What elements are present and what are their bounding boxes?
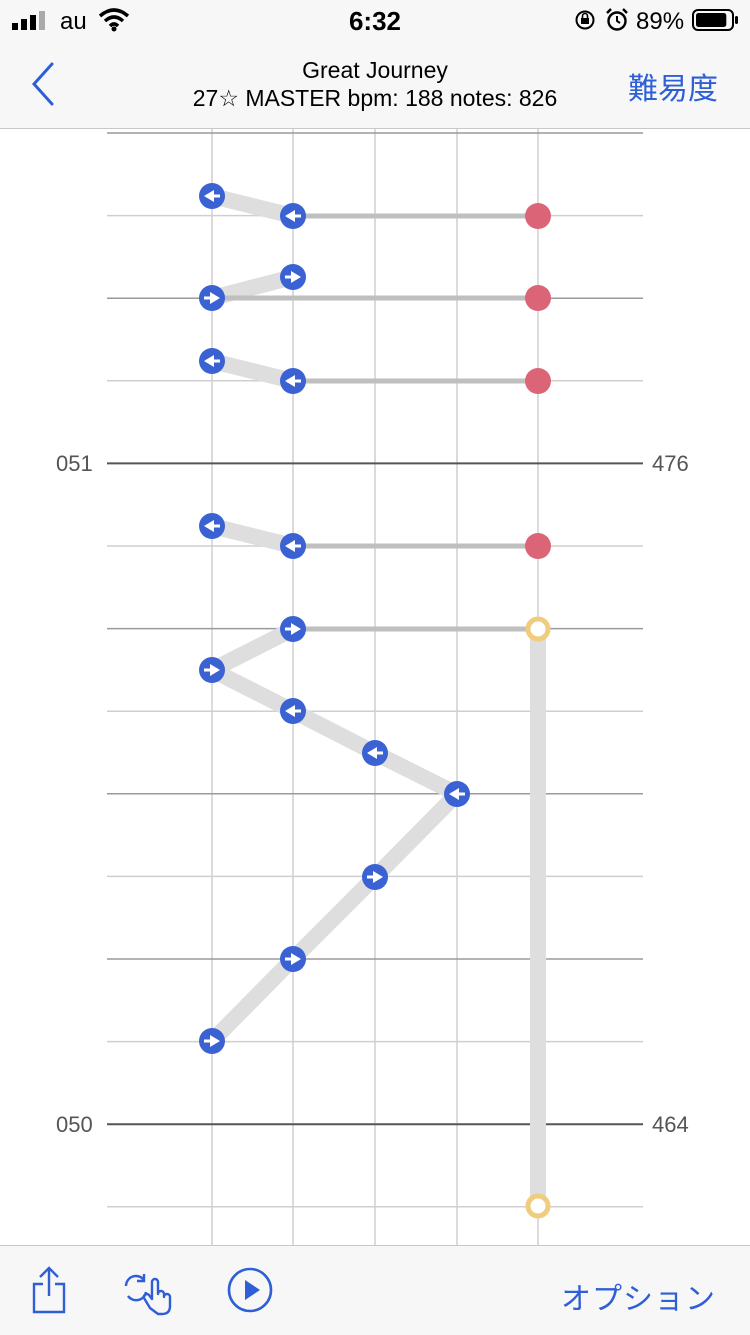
slide-trail (204, 188, 301, 224)
song-info: 27☆ MASTER bpm: 188 notes: 826 (192, 85, 558, 111)
red-note (525, 203, 551, 229)
measure-label-left-lower: 050 (56, 1112, 93, 1137)
chevron-left-icon (31, 62, 54, 106)
slide-trail (204, 621, 465, 1049)
red-note (525, 533, 551, 559)
signal-icon (12, 11, 45, 30)
yellow-ring-note (525, 1193, 551, 1219)
arrow-head (210, 664, 220, 676)
measure-label-left-upper: 051 (56, 451, 93, 476)
battery-percent: 89% (636, 8, 685, 35)
alarm-icon (606, 8, 628, 31)
wifi-icon (98, 8, 130, 32)
status-time: 6:32 (348, 6, 402, 36)
option-button[interactable]: オプション (561, 1283, 716, 1316)
note-chart[interactable]: 051 476 050 464 (0, 129, 750, 1245)
arrow-head (210, 1035, 220, 1047)
play-button[interactable] (226, 1266, 274, 1314)
arrow-head (204, 355, 214, 367)
arrow-head (204, 190, 214, 202)
share-button[interactable] (28, 1264, 70, 1316)
arrow-head (449, 788, 459, 800)
arrow-head (285, 540, 295, 552)
arrow-head (291, 953, 301, 965)
song-title: Great Journey (302, 57, 448, 83)
share-icon (32, 1266, 66, 1314)
arrow-head (204, 520, 214, 532)
slide-trail (204, 269, 301, 306)
arrow-head (285, 210, 295, 222)
arrow-head (285, 705, 295, 717)
measure-label-right-lower: 464 (652, 1112, 689, 1137)
gesture-hand-icon (124, 1274, 172, 1316)
difficulty-button[interactable]: 難易度 (628, 73, 718, 106)
arrow-head (373, 871, 383, 883)
arrow-head (210, 292, 220, 304)
bottom-toolbar: オプション (0, 1245, 750, 1335)
orientation-lock-icon (575, 10, 595, 30)
battery-icon (692, 9, 738, 31)
play-icon (227, 1267, 273, 1313)
arrow-head (367, 747, 377, 759)
back-button[interactable] (22, 60, 70, 108)
note-chart-canvas (107, 129, 643, 1245)
red-note (525, 285, 551, 311)
carrier-label: au (60, 8, 87, 35)
yellow-ring-note (525, 616, 551, 642)
nav-bar: Great Journey 27☆ MASTER bpm: 188 notes:… (0, 40, 750, 129)
red-note (525, 368, 551, 394)
slide-trail (204, 353, 301, 389)
arrow-head (291, 271, 301, 283)
slide-trail (204, 518, 301, 554)
arrow-head (291, 623, 301, 635)
arrow-head (285, 375, 295, 387)
gesture-button[interactable] (120, 1264, 174, 1318)
measure-label-right-upper: 476 (652, 451, 689, 476)
status-bar: au 6:32 89% (0, 0, 750, 40)
